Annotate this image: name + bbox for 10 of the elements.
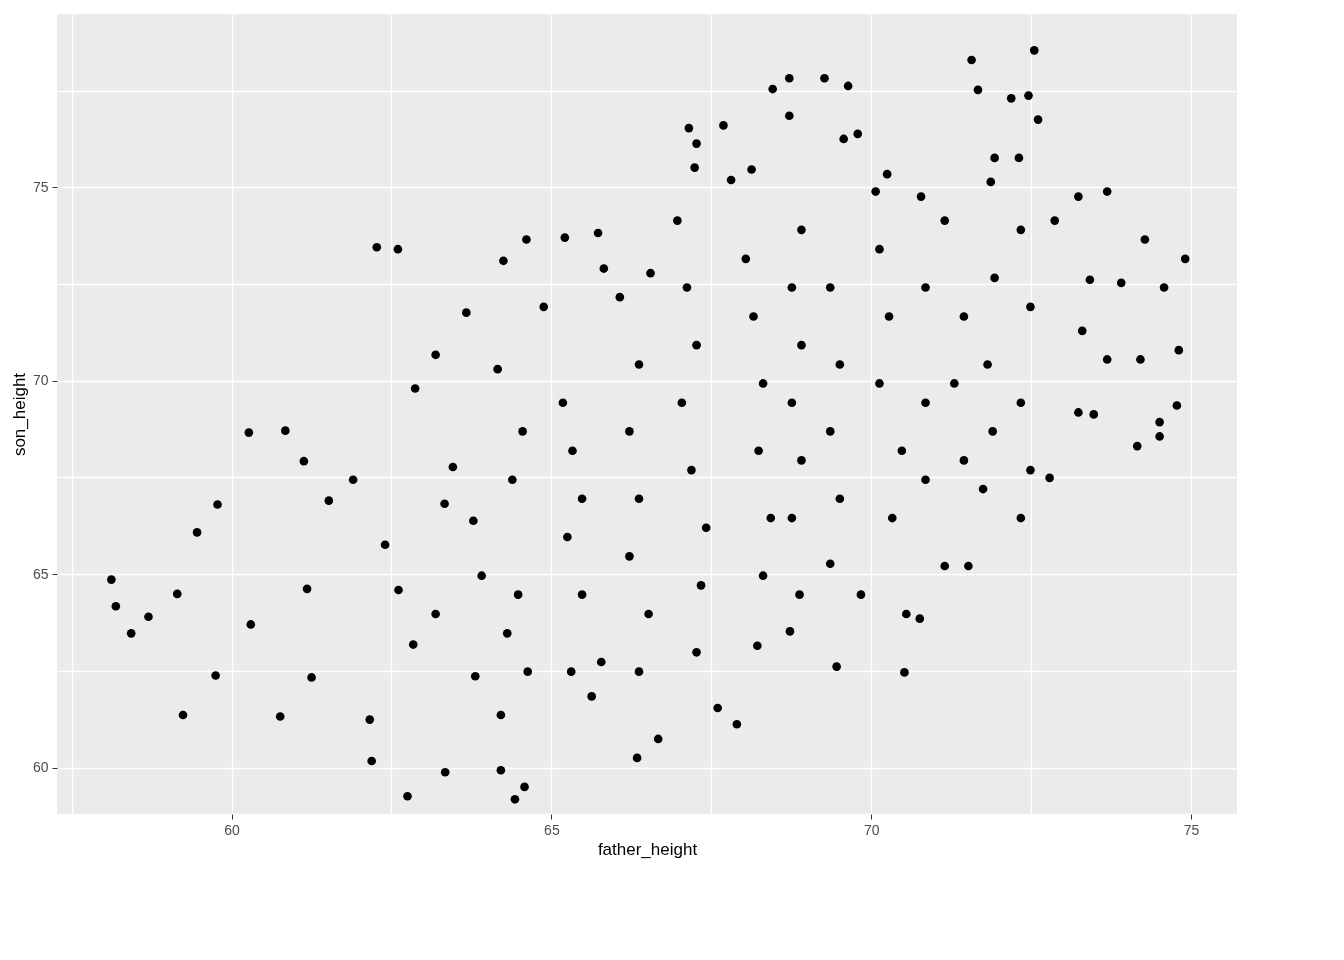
x-tick-label: 65 [544, 821, 560, 838]
y-tick-label: 75 [32, 178, 49, 195]
y-axis-title: son_height [9, 372, 29, 457]
y-tick-label: 70 [32, 372, 49, 389]
y-tick-label: 60 [32, 759, 49, 776]
x-tick-label: 60 [224, 821, 241, 838]
x-axis-title: father_height [597, 839, 698, 859]
y-tick-label: 65 [32, 565, 49, 582]
x-tick-label: 70 [863, 821, 880, 838]
x-tick-label: 75 [1183, 821, 1200, 838]
